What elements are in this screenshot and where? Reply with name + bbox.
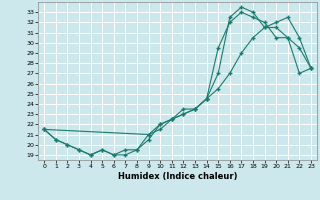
X-axis label: Humidex (Indice chaleur): Humidex (Indice chaleur) (118, 172, 237, 181)
